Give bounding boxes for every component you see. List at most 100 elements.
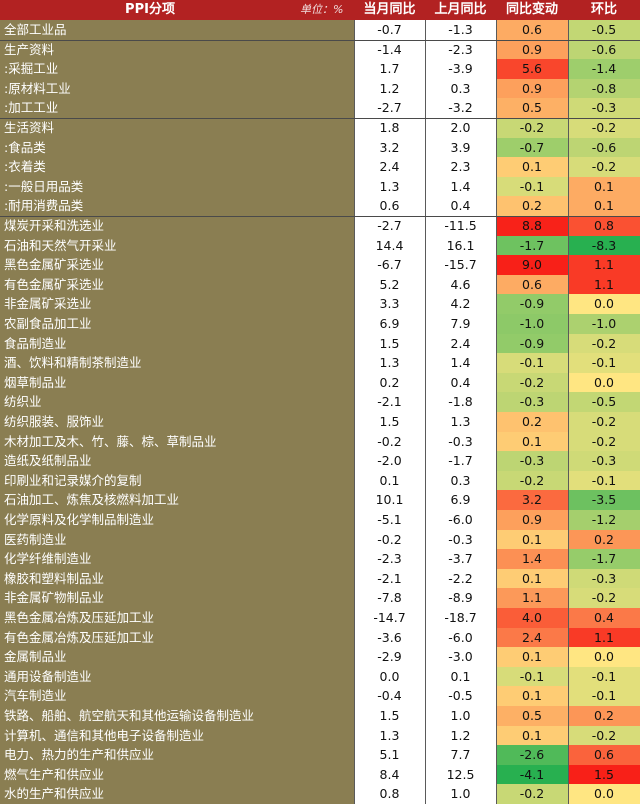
row-name: 生活资料 — [0, 118, 354, 138]
cell-yoy-change: -0.9 — [496, 294, 568, 314]
cell-current-yoy: 0.8 — [354, 784, 425, 804]
cell-previous-yoy: 1.4 — [425, 353, 496, 373]
table-row: 燃气生产和供应业 8.4 12.5 -4.1 1.5 — [0, 764, 640, 785]
table-row: 医药制造业 -0.2 -0.3 0.1 0.2 — [0, 529, 640, 550]
cell-previous-yoy: 0.4 — [425, 372, 496, 393]
row-name: 纺织业 — [0, 392, 354, 412]
cell-mom: 0.8 — [568, 216, 640, 236]
cell-previous-yoy: -0.3 — [425, 529, 496, 550]
cell-current-yoy: 1.3 — [354, 725, 425, 746]
cell-yoy-change: -1.0 — [496, 314, 568, 334]
row-name: 化学原料及化学制品制造业 — [0, 510, 354, 530]
row-name: 黑色金属冶炼及压延加工业 — [0, 608, 354, 628]
table-row: 全部工业品 -0.7 -1.3 0.6 -0.5 — [0, 20, 640, 40]
row-name: 食品制造业 — [0, 333, 354, 354]
table-row: 化学原料及化学制品制造业 -5.1 -6.0 0.9 -1.2 — [0, 510, 640, 530]
cell-mom: 1.1 — [568, 274, 640, 295]
cell-mom: 1.1 — [568, 627, 640, 648]
cell-mom: -1.2 — [568, 510, 640, 530]
table-row: 化学纤维制造业 -2.3 -3.7 1.4 -1.7 — [0, 549, 640, 569]
cell-current-yoy: 1.7 — [354, 59, 425, 79]
cell-mom: -0.2 — [568, 412, 640, 432]
row-name: 非金属矿采选业 — [0, 294, 354, 314]
cell-current-yoy: 10.1 — [354, 490, 425, 510]
group-divider — [0, 118, 640, 119]
row-name: 汽车制造业 — [0, 686, 354, 706]
cell-previous-yoy: -11.5 — [425, 216, 496, 236]
row-name: 酒、饮料和精制茶制造业 — [0, 353, 354, 373]
row-name: 全部工业品 — [0, 20, 354, 40]
table-row: :耐用消费品类 0.6 0.4 0.2 0.1 — [0, 196, 640, 216]
cell-current-yoy: -0.2 — [354, 431, 425, 452]
cell-yoy-change: 0.1 — [496, 568, 568, 589]
cell-current-yoy: 5.1 — [354, 745, 425, 765]
cell-previous-yoy: -2.3 — [425, 39, 496, 60]
row-name: 纺织服装、服饰业 — [0, 412, 354, 432]
cell-current-yoy: -1.4 — [354, 39, 425, 60]
cell-mom: -0.6 — [568, 39, 640, 60]
table-row: 石油加工、炼焦及核燃料加工业 10.1 6.9 3.2 -3.5 — [0, 490, 640, 510]
cell-current-yoy: 6.9 — [354, 314, 425, 334]
cell-current-yoy: 1.5 — [354, 333, 425, 354]
header-col4: 环比 — [590, 2, 617, 17]
table-row: 有色金属矿采选业 5.2 4.6 0.6 1.1 — [0, 274, 640, 295]
cell-current-yoy: -3.6 — [354, 627, 425, 648]
cell-yoy-change: 0.2 — [496, 196, 568, 216]
row-name: 烟草制品业 — [0, 372, 354, 393]
cell-previous-yoy: -3.7 — [425, 549, 496, 569]
group-divider — [0, 216, 640, 217]
cell-previous-yoy: 7.9 — [425, 314, 496, 334]
row-name: 黑色金属矿采选业 — [0, 255, 354, 275]
table-row: 黑色金属矿采选业 -6.7 -15.7 9.0 1.1 — [0, 255, 640, 275]
cell-mom: -0.5 — [568, 20, 640, 40]
cell-current-yoy: 0.2 — [354, 372, 425, 393]
cell-yoy-change: -0.1 — [496, 353, 568, 373]
table-row: :加工工业 -2.7 -3.2 0.5 -0.3 — [0, 98, 640, 118]
cell-previous-yoy: 1.4 — [425, 176, 496, 197]
cell-current-yoy: -2.1 — [354, 568, 425, 589]
cell-yoy-change: 0.1 — [496, 157, 568, 177]
cell-yoy-change: 0.1 — [496, 431, 568, 452]
row-name: 石油和天然气开采业 — [0, 235, 354, 256]
cell-mom: -1.0 — [568, 314, 640, 334]
cell-previous-yoy: -8.9 — [425, 588, 496, 608]
column-divider — [354, 20, 355, 804]
cell-current-yoy: 1.5 — [354, 706, 425, 726]
header-unit: 单位：% — [300, 3, 344, 16]
cell-current-yoy: 1.3 — [354, 353, 425, 373]
cell-current-yoy: 0.0 — [354, 666, 425, 687]
cell-previous-yoy: -0.5 — [425, 686, 496, 706]
header-col2: 上月同比 — [434, 2, 487, 17]
cell-mom: -0.3 — [568, 98, 640, 118]
cell-yoy-change: 0.9 — [496, 39, 568, 60]
cell-mom: -0.2 — [568, 157, 640, 177]
cell-current-yoy: 3.2 — [354, 137, 425, 158]
cell-mom: 0.6 — [568, 745, 640, 765]
table-row: :衣着类 2.4 2.3 0.1 -0.2 — [0, 157, 640, 177]
row-name: 有色金属冶炼及压延加工业 — [0, 627, 354, 648]
cell-current-yoy: 0.1 — [354, 470, 425, 491]
cell-mom: -3.5 — [568, 490, 640, 510]
cell-yoy-change: 4.0 — [496, 608, 568, 628]
cell-mom: 0.1 — [568, 196, 640, 216]
table-row: 电力、热力的生产和供应业 5.1 7.7 -2.6 0.6 — [0, 745, 640, 765]
table-row: 非金属矿物制品业 -7.8 -8.9 1.1 -0.2 — [0, 588, 640, 608]
cell-yoy-change: 3.2 — [496, 490, 568, 510]
table-row: 石油和天然气开采业 14.4 16.1 -1.7 -8.3 — [0, 235, 640, 256]
cell-yoy-change: -0.7 — [496, 137, 568, 158]
cell-previous-yoy: 4.6 — [425, 274, 496, 295]
table-row: 煤炭开采和洗选业 -2.7 -11.5 8.8 0.8 — [0, 216, 640, 236]
cell-current-yoy: -5.1 — [354, 510, 425, 530]
cell-current-yoy: -2.1 — [354, 392, 425, 412]
table-row: 印刷业和记录媒介的复制 0.1 0.3 -0.2 -0.1 — [0, 470, 640, 491]
cell-yoy-change: 9.0 — [496, 255, 568, 275]
cell-current-yoy: -2.7 — [354, 216, 425, 236]
cell-current-yoy: 5.2 — [354, 274, 425, 295]
cell-current-yoy: 1.5 — [354, 412, 425, 432]
cell-previous-yoy: -6.0 — [425, 627, 496, 648]
cell-previous-yoy: 0.4 — [425, 196, 496, 216]
row-name: 水的生产和供应业 — [0, 784, 354, 804]
row-name: 木材加工及木、竹、藤、棕、草制品业 — [0, 431, 354, 452]
cell-current-yoy: 0.6 — [354, 196, 425, 216]
